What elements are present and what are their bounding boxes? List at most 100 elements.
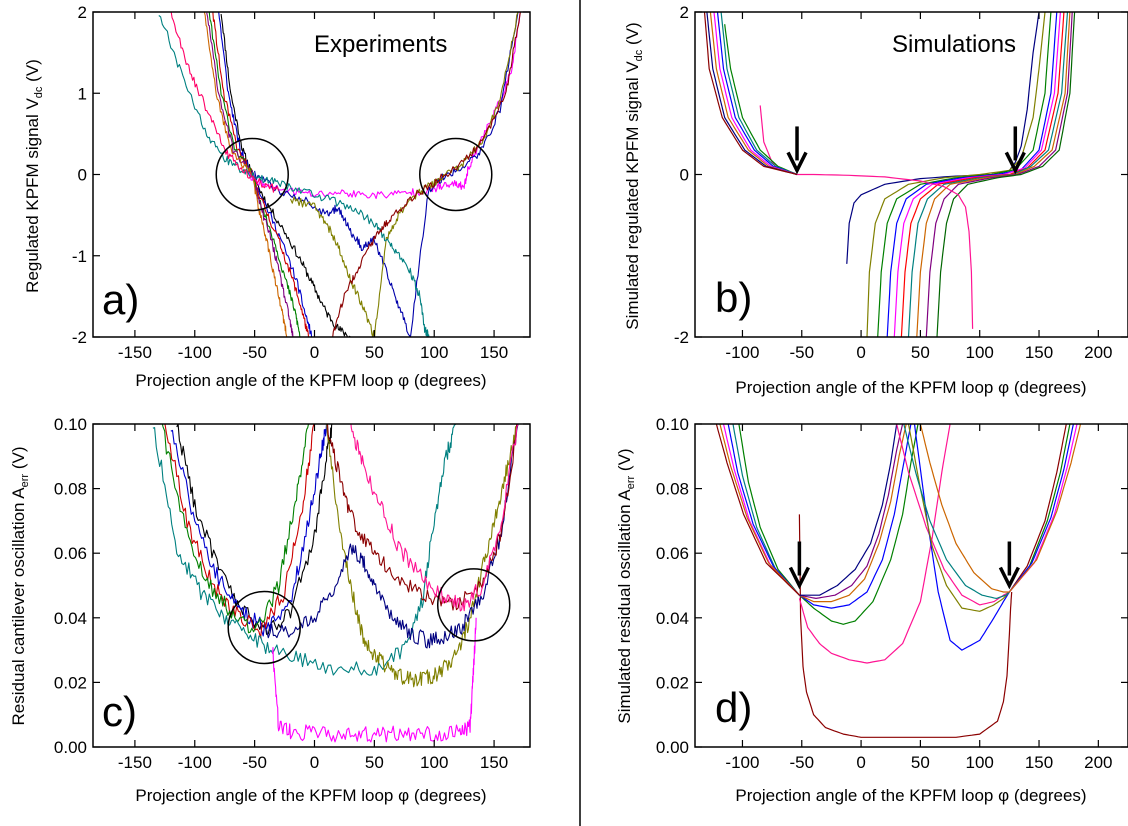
- panel-d-series-line-16: [903, 424, 1010, 600]
- panel-b-xtick-label-2: 0: [856, 343, 865, 362]
- panel-b-series-line-1: [866, 12, 1046, 337]
- panel-b-xtick-label-6: 200: [1084, 343, 1112, 362]
- panel-d-series-line-15: [907, 424, 1010, 612]
- panel-a-series-line-2: [212, 12, 310, 337]
- panel-a-ylabel-sub: dc: [33, 86, 45, 98]
- panel-d-xtick-label-5: 150: [1025, 753, 1053, 772]
- panel-a-ytick-label-3: 1: [78, 84, 87, 103]
- panel-b-xtick-label-1: -50: [789, 343, 814, 362]
- panel-c-xtick-label-4: 50: [365, 753, 384, 772]
- panel-b-xtick-label-5: 150: [1025, 343, 1053, 362]
- panel-c-xtick-label-6: 150: [480, 753, 508, 772]
- panel-c-ytick-label-4: 0.08: [54, 480, 87, 499]
- panel-c-circle-marker-0: [227, 590, 301, 665]
- panel-d-plot: -100 -50 0 50 100 150 200 0.00 0.02 0.04 0.06 0.08 0…: [656, 415, 1128, 772]
- panel-c-ylabel: Residual cantilever oscillation Aerr (V): [9, 447, 31, 726]
- panel-a-ylabel-main: Regulated KPFM signal V: [23, 98, 42, 293]
- panel-c-label: c): [102, 688, 137, 735]
- panel-d-series-line-9: [727, 424, 800, 596]
- panel-b-ytick-label-2: 2: [680, 3, 689, 22]
- panel-c-xtick-label-3: 0: [310, 753, 319, 772]
- panel-c: -150 -100 -50 0 50 100 150 0.00 0.02 0.04 0.06 0.08…: [9, 415, 531, 805]
- panel-c-ytick-label-1: 0.02: [54, 673, 87, 692]
- panel-b-series-line-8: [925, 12, 1073, 337]
- panel-c-plot: -150 -100 -50 0 50 100 150 0.00 0.02 0.04 0.06 0.08…: [54, 415, 531, 772]
- panel-d-series-line-7: [738, 424, 800, 596]
- panel-d-ylabel-main: Simulated residual oscillation A: [615, 489, 634, 724]
- panel-a-series-line-9: [158, 15, 430, 337]
- panel-c-ytick-label-2: 0.04: [54, 609, 87, 628]
- panel-d-series-line-18: [1008, 424, 1067, 593]
- panel-a-ytick-label-4: 2: [78, 3, 87, 22]
- panel-d-ylabel-unit: (V): [615, 448, 634, 475]
- panel-c-ytick-label-5: 0.10: [54, 415, 87, 434]
- panel-a-ytick-label-2: 0: [78, 166, 87, 185]
- panel-c-xtick-label-2: -50: [242, 753, 267, 772]
- panel-b-xtick-label-0: -100: [725, 343, 759, 362]
- panel-b-series-line-4: [893, 12, 1061, 337]
- panel-d-xtick-label-1: -50: [789, 753, 814, 772]
- panel-c-ylabel-sub: err: [19, 474, 31, 488]
- panel-b: -100 -50 0 50 100 150 200 -2 0 2 Projection angle…: [623, 3, 1128, 397]
- panel-d-xtick-label-0: -100: [725, 753, 759, 772]
- panel-c-ylabel-main: Residual cantilever oscillation A: [9, 487, 28, 726]
- panel-c-ytick-label-3: 0.06: [54, 544, 87, 563]
- panel-b-ylabel-sub: dc: [633, 49, 645, 61]
- panel-a-xtick-label-5: 100: [420, 343, 448, 362]
- panel-d-series-line-0: [798, 514, 1013, 738]
- panel-d-xtick-label-3: 50: [911, 753, 930, 772]
- panel-c-series-line-3: [161, 424, 310, 634]
- panel-d-label: d): [715, 684, 752, 731]
- panel-a-series-line-0: [220, 14, 351, 337]
- panel-a-series-group: [158, 12, 521, 337]
- panel-d-series-line-10: [722, 424, 800, 596]
- panel-c-xtick-label-1: -100: [178, 753, 212, 772]
- panel-d-series-line-17: [919, 424, 1010, 593]
- panel-a-series-line-4: [206, 12, 294, 337]
- panel-c-series-line-7: [266, 424, 519, 649]
- panel-b-series-line-10: [759, 105, 974, 329]
- panel-a-plot: -150 -100 -50 0 50 100 150 -2 -1 0 1 2: [72, 3, 531, 362]
- panel-d-series-line-4: [799, 424, 907, 603]
- panel-b-ytick-label-0: -2: [674, 328, 689, 347]
- panel-d-xtick-label-6: 200: [1084, 753, 1112, 772]
- panel-d-series-line-12: [715, 424, 800, 596]
- panel-a-xtick-label-3: 0: [310, 343, 319, 362]
- panel-b-ylabel: Simulated regulated KPFM signal Vdc (V): [623, 22, 645, 329]
- panel-a-circle-marker-0: [215, 137, 289, 212]
- panel-c-series-line-0: [176, 424, 333, 635]
- panel-d-xtick-label-2: 0: [856, 753, 865, 772]
- panel-d-series-line-1: [798, 424, 951, 664]
- panel-c-frame: [92, 423, 531, 748]
- panel-d-frame: [694, 423, 1128, 748]
- panel-a-ylabel-unit: (V): [23, 59, 42, 86]
- panel-a-circle-marker-1: [419, 137, 493, 212]
- panel-b-series-line-9: [936, 12, 1076, 337]
- panel-d-ytick-label-2: 0.04: [656, 609, 689, 628]
- panel-a-ytick-label-0: -2: [72, 328, 87, 347]
- panel-c-ylabel-unit: (V): [9, 447, 28, 474]
- panel-a-frame: [92, 11, 531, 338]
- panel-a-ytick-label-1: -1: [72, 247, 87, 266]
- panel-b-annotation: Simulations: [892, 31, 1016, 58]
- panel-c-series-line-4: [152, 424, 457, 676]
- panel-c-circle-marker-1: [436, 568, 511, 642]
- panel-c-series-line-6: [326, 424, 519, 688]
- panel-b-series-group: [703, 12, 1076, 337]
- panel-d-series-line-5: [799, 424, 904, 600]
- panel-d-series-group: [715, 424, 1082, 738]
- panel-c-series-line-8: [326, 424, 519, 611]
- panel-d-series-line-3: [799, 424, 912, 609]
- panel-b-series-line-2: [877, 12, 1052, 337]
- panel-b-xtick-label-3: 50: [911, 343, 930, 362]
- panel-a-series-line-10: [170, 12, 280, 193]
- panel-d-xtick-label-4: 100: [966, 753, 994, 772]
- panel-b-arrow-head-0: [786, 151, 808, 175]
- panel-a: -150 -100 -50 0 50 100 150 -2 -1 0 1 2 Projection a…: [23, 3, 531, 390]
- panel-b-xlabel: Projection angle of the KPFM loop φ (deg…: [735, 378, 1086, 397]
- panel-a-series-line-8: [289, 12, 519, 337]
- panel-d-arrow-head-1: [998, 566, 1020, 590]
- panel-d-ytick-label-1: 0.02: [656, 673, 689, 692]
- panel-b-series-line-6: [907, 12, 1069, 337]
- panel-d-series-line-22: [1008, 424, 1082, 593]
